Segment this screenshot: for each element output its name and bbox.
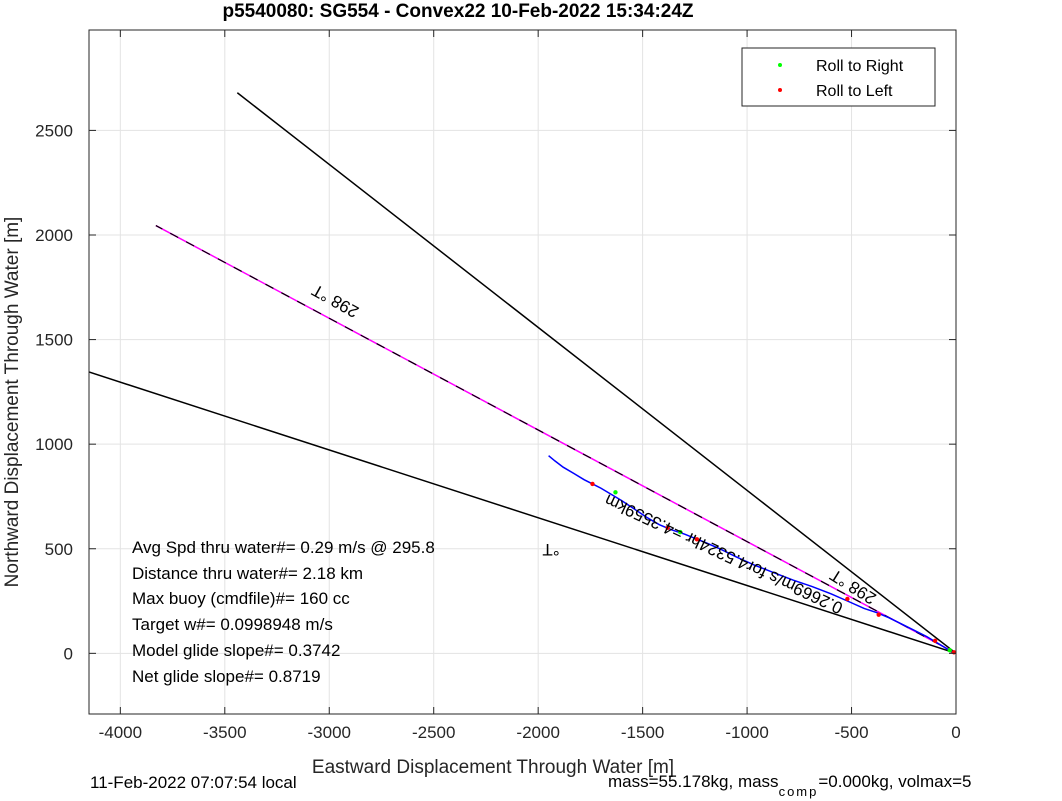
stat-line: Net glide slope#= 0.8719 <box>132 667 321 686</box>
roll-left-point <box>665 525 670 531</box>
stat-line: Model glide slope#= 0.3742 <box>132 641 340 660</box>
track-line <box>548 455 956 654</box>
roll-right-point <box>613 490 618 495</box>
legend-marker-roll-right <box>778 63 782 67</box>
legend-box <box>741 47 936 107</box>
x-tick-label: -1000 <box>725 723 768 742</box>
roll-left-point <box>876 612 881 617</box>
footer-mass: mass=55.178kg, masscomp=0.000kg, volmax=… <box>608 772 972 799</box>
x-tick-label: -500 <box>835 723 869 742</box>
roll-left-point <box>694 537 700 542</box>
legend-marker-roll-left <box>778 88 782 92</box>
stat-line: Target w#= 0.0998948 m/s <box>132 615 333 634</box>
legend-label: Roll to Left <box>816 83 893 100</box>
heading-line <box>89 371 956 655</box>
plot-lines <box>89 92 956 655</box>
y-tick-label: 500 <box>45 540 73 559</box>
mass-prefix: mass=55.178kg, mass <box>608 772 779 791</box>
legend-label: Roll to Right <box>816 58 904 75</box>
heading-line <box>155 225 956 654</box>
roll-left-point <box>845 596 850 602</box>
x-tick-label: -3000 <box>308 723 351 742</box>
stats-block: Avg Spd thru water#= 0.29 m/s @ 295.8 Di… <box>132 538 435 686</box>
mass-suffix: =0.000kg, volmax=5 <box>818 772 972 791</box>
mass-subscript: comp <box>778 784 819 799</box>
axis-ticks: -4000 -3500 -3000 -2500 -2000 -1500 -1000 -500 0… <box>35 30 961 742</box>
roll-right-point <box>947 648 952 653</box>
roll-right-point <box>678 529 683 535</box>
roll-left-point <box>590 481 595 487</box>
stat-line: Distance thru water#= 2.18 km <box>132 564 363 583</box>
legend: Roll to Right Roll to Left <box>741 47 936 107</box>
footer-local-time: 11-Feb-2022 07:07:54 local <box>90 773 297 792</box>
y-tick-label: 1000 <box>35 435 73 454</box>
plot-area <box>89 30 956 714</box>
x-tick-label: -2000 <box>516 723 559 742</box>
y-tick-label: 0 <box>64 644 73 663</box>
y-axis-label: Northward Displacement Through Water [m] <box>2 217 23 588</box>
heading-label: °T <box>542 540 559 559</box>
x-tick-label: 0 <box>951 723 960 742</box>
x-axis-label: Eastward Displacement Through Water [m] <box>312 757 674 778</box>
heading-line <box>236 92 956 654</box>
plot-frame <box>88 29 957 715</box>
y-tick-label: 1500 <box>35 331 73 350</box>
y-tick-label: 2500 <box>35 121 73 140</box>
roll-left-point <box>932 638 938 643</box>
x-tick-label: -2500 <box>412 723 455 742</box>
x-tick-label: -3500 <box>203 723 246 742</box>
stat-line: Avg Spd thru water#= 0.29 m/s @ 295.8 <box>132 538 435 557</box>
x-tick-label: -1500 <box>621 723 664 742</box>
y-tick-label: 2000 <box>35 226 73 245</box>
stat-line: Max buoy (cmdfile)#= 160 cc <box>132 589 350 608</box>
x-tick-label: -4000 <box>99 723 142 742</box>
chart-title: p5540080: SG554 - Convex22 10-Feb-2022 1… <box>222 1 693 22</box>
